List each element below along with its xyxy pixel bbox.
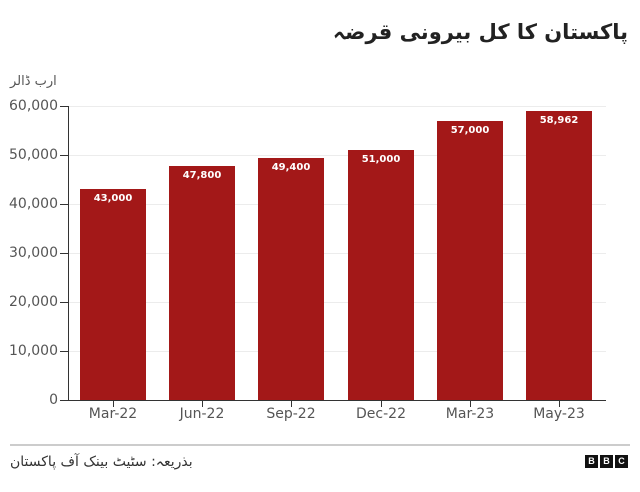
chart-plot-area: 0 10,000 20,000 30,000 40,000 50,000 60,000 43,… <box>9 98 606 422</box>
y-tick-mark <box>60 204 68 205</box>
bar-dec-22: 51,000 <box>348 150 414 400</box>
y-tick-mark <box>60 302 68 303</box>
y-axis-unit-label: ارب ڈالر <box>10 74 57 89</box>
bbc-logo: B B C <box>585 455 628 468</box>
gridline <box>69 204 606 205</box>
bar-sep-22: 49,400 <box>258 158 324 400</box>
gridline <box>69 106 606 107</box>
gridline <box>69 302 606 303</box>
source-note: بذریعہ: سٹیٹ بینک آف پاکستان <box>10 454 193 470</box>
bar-value-label: 51,000 <box>361 154 401 165</box>
x-tick-mark <box>202 401 203 407</box>
y-tick-mark <box>60 106 68 107</box>
y-tick-label: 30,000 <box>9 245 58 261</box>
gridline <box>69 253 606 254</box>
x-tick-label: Jun-22 <box>179 406 225 422</box>
y-tick-label: 40,000 <box>9 196 58 212</box>
gridline <box>69 155 606 156</box>
bar-may-23: 58,962 <box>526 111 592 400</box>
x-tick-mark <box>381 401 382 407</box>
y-tick-mark <box>60 400 68 401</box>
y-tick-label: 50,000 <box>9 147 58 163</box>
y-tick-label: 20,000 <box>9 294 58 310</box>
chart-title: پاکستان کا کل بیرونی قرضہ <box>332 20 628 44</box>
x-tick-label: Sep-22 <box>266 406 316 422</box>
x-tick-label: Mar-23 <box>445 406 495 422</box>
bar-value-label: 47,800 <box>182 170 222 181</box>
y-tick-label: 0 <box>49 392 58 408</box>
x-tick-mark <box>291 401 292 407</box>
bbc-logo-block: C <box>615 455 628 468</box>
footer-divider <box>10 444 630 446</box>
y-tick-label: 60,000 <box>9 98 58 114</box>
bbc-logo-block: B <box>585 455 598 468</box>
x-tick-mark <box>559 401 560 407</box>
x-tick-mark <box>113 401 114 407</box>
gridline <box>69 351 606 352</box>
bar-value-label: 49,400 <box>271 162 311 173</box>
x-tick-mark <box>470 401 471 407</box>
bar-value-label: 57,000 <box>450 125 490 136</box>
x-tick-label: May-23 <box>533 406 585 422</box>
bar-value-label: 43,000 <box>93 193 133 204</box>
y-tick-label: 10,000 <box>9 343 58 359</box>
x-tick-label: Mar-22 <box>88 406 138 422</box>
bar-value-label: 58,962 <box>539 115 579 126</box>
y-tick-mark <box>60 253 68 254</box>
x-tick-label: Dec-22 <box>356 406 406 422</box>
y-axis-line <box>68 106 69 401</box>
y-tick-mark <box>60 351 68 352</box>
bar-mar-23: 57,000 <box>437 121 503 400</box>
y-tick-mark <box>60 155 68 156</box>
bar-mar-22: 43,000 <box>80 189 146 400</box>
x-axis-line <box>68 400 606 401</box>
bar-jun-22: 47,800 <box>169 166 235 400</box>
bbc-logo-block: B <box>600 455 613 468</box>
